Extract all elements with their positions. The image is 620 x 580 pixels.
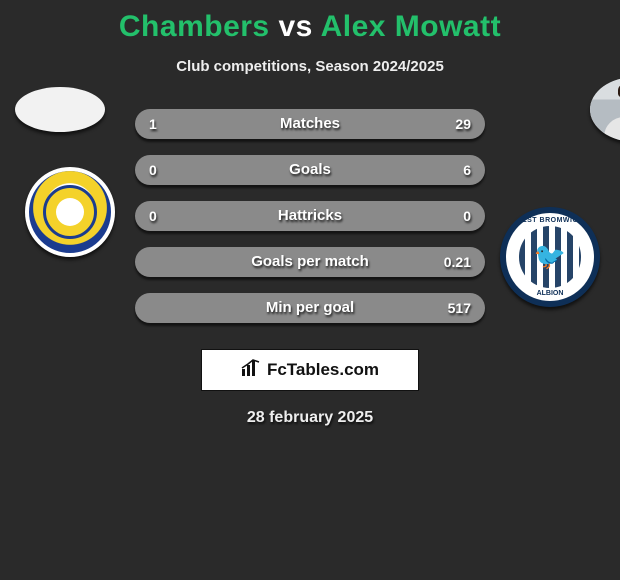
player2-avatar (590, 77, 620, 142)
stat-right-value: 517 (448, 293, 471, 323)
wba-arc-top: EST BROMWIC (506, 217, 594, 224)
player1-avatar (15, 87, 105, 132)
wba-arc-bottom: ALBION (506, 290, 594, 297)
leeds-badge-icon (25, 167, 115, 257)
stat-row: 1 Matches 29 (135, 109, 485, 139)
comparison-board: EST BROMWIC 🐦 ALBION 1 Matches 29 0 Goal… (0, 109, 620, 339)
subtitle: Club competitions, Season 2024/2025 (0, 58, 620, 75)
thrush-bird-icon: 🐦 (534, 241, 566, 272)
page-title: Chambers vs Alex Mowatt (0, 0, 620, 44)
stat-label: Matches (135, 109, 485, 139)
player1-name: Chambers (119, 10, 270, 43)
stat-right-value: 0.21 (444, 247, 471, 277)
as-of-date: 28 february 2025 (0, 409, 620, 427)
stat-label: Hattricks (135, 201, 485, 231)
stat-right-value: 6 (463, 155, 471, 185)
player-photo-icon (590, 77, 620, 142)
brand-text: FcTables.com (267, 360, 379, 380)
stats-table: 1 Matches 29 0 Goals 6 0 Hattricks 0 Goa… (135, 109, 485, 339)
wba-badge-icon: EST BROMWIC 🐦 ALBION (500, 207, 600, 307)
stat-label: Goals (135, 155, 485, 185)
stat-label: Goals per match (135, 247, 485, 277)
stat-row: Goals per match 0.21 (135, 247, 485, 277)
player2-club-badge-wrap: EST BROMWIC 🐦 ALBION (500, 207, 600, 307)
player2-name: Alex Mowatt (321, 10, 502, 43)
stat-right-value: 29 (455, 109, 471, 139)
stat-label: Min per goal (135, 293, 485, 323)
stat-row: 0 Hattricks 0 (135, 201, 485, 231)
stat-row: Min per goal 517 (135, 293, 485, 323)
bar-chart-icon (241, 359, 261, 382)
vs-text: vs (278, 10, 312, 43)
stat-right-value: 0 (463, 201, 471, 231)
stat-row: 0 Goals 6 (135, 155, 485, 185)
brand-attribution[interactable]: FcTables.com (201, 349, 419, 391)
